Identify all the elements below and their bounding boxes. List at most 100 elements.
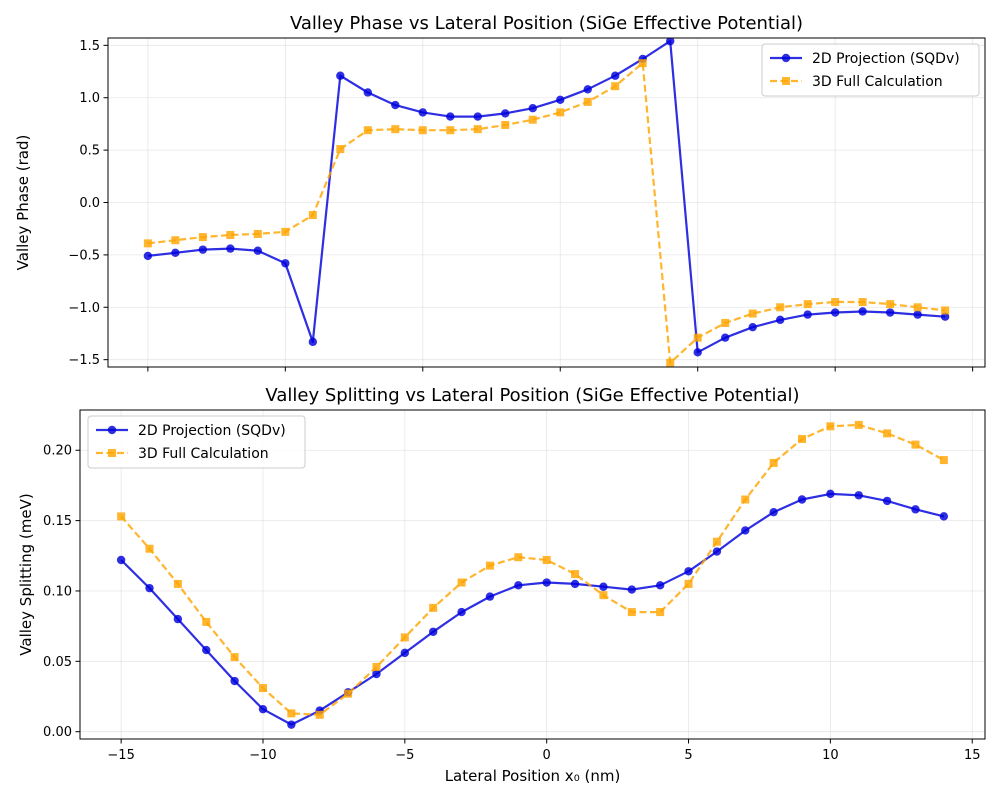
data-point-series-1	[693, 348, 702, 357]
data-point-series-1	[400, 648, 410, 658]
data-point-series-1	[939, 512, 949, 521]
data-point-series-1	[457, 607, 466, 617]
data-point-series-2	[400, 633, 409, 642]
data-point-series-2	[315, 710, 324, 719]
data-point-series-2	[145, 544, 154, 553]
legend-box	[87, 415, 306, 469]
data-point-series-2	[485, 561, 494, 570]
legend: 2D Projection (SQDv) 3D Full Calculation	[87, 415, 306, 469]
data-point-series-2	[473, 125, 482, 134]
x-tick-label: −5	[395, 748, 414, 763]
legend: 2D Projection (SQDv) 3D Full Calculation	[761, 43, 980, 97]
data-point-series-2	[693, 333, 702, 342]
legend-label: 2D Projection (SQDv)	[812, 51, 960, 67]
data-point-series-2	[939, 456, 948, 465]
y-axis-label: Valley Splitting (meV)	[17, 493, 35, 655]
data-point-series-1	[583, 85, 592, 94]
subplot-2: −15 −10 −5 0 5 10 15 0.00 0.05 0.10 0.15 0.20 Valley…	[17, 385, 986, 785]
data-point-series-1	[570, 579, 580, 589]
data-point-series-2	[501, 120, 510, 129]
data-point-series-1	[202, 645, 211, 655]
data-point-series-1	[854, 491, 863, 500]
data-point-series-2	[253, 229, 262, 238]
y-axis-label: Valley Phase (rad)	[14, 135, 32, 271]
legend-marker	[781, 53, 791, 63]
data-point-series-2	[854, 420, 863, 429]
data-point-series-1	[418, 108, 427, 117]
x-tick-label: 0	[543, 748, 551, 763]
data-point-series-2	[457, 578, 466, 587]
data-point-series-2	[429, 603, 438, 612]
y-tick-label: 0.15	[43, 514, 72, 529]
data-point-series-2	[514, 553, 523, 562]
data-point-series-2	[542, 556, 551, 565]
data-point-series-1	[655, 581, 665, 590]
data-point-series-2	[911, 440, 920, 449]
data-point-series-1	[885, 308, 895, 317]
data-point-series-1	[198, 245, 208, 254]
data-point-series-1	[556, 95, 565, 105]
plot-frame	[107, 37, 986, 368]
data-point-series-1	[258, 704, 268, 714]
data-point-series-1	[720, 333, 730, 342]
data-point-series-2	[656, 608, 665, 617]
data-point-series-2	[344, 689, 353, 698]
plot-frame	[79, 409, 986, 740]
plot-area	[116, 420, 949, 729]
data-point-series-1	[287, 720, 296, 729]
data-point-series-2	[684, 579, 693, 588]
legend-marker	[107, 425, 117, 435]
x-tick-label: 15	[964, 748, 981, 763]
data-point-series-2	[571, 570, 580, 579]
data-point-series-1	[116, 555, 126, 565]
legend-label: 2D Projection (SQDv)	[138, 423, 286, 439]
legend-marker	[108, 449, 116, 457]
y-tick-label: −1.5	[68, 353, 100, 368]
series-line-1	[147, 39, 946, 354]
y-tick-label: 0.0	[79, 196, 100, 211]
data-point-series-1	[372, 669, 381, 679]
data-point-series-1	[391, 100, 400, 110]
y-tick-label: −1.0	[68, 301, 100, 316]
data-point-series-1	[308, 337, 318, 347]
data-point-series-2	[372, 662, 381, 671]
data-point-series-1	[363, 88, 373, 97]
y-tick-label: 1.5	[79, 39, 100, 54]
data-point-series-1	[514, 581, 523, 590]
data-point-series-2	[336, 145, 345, 154]
x-axis-label: Lateral Position x₀ (nm)	[445, 767, 621, 785]
data-point-series-2	[198, 233, 207, 242]
data-point-series-1	[803, 310, 812, 319]
data-point-series-1	[826, 489, 835, 499]
data-point-series-1	[226, 244, 235, 253]
chart-title: Valley Splitting vs Lateral Position (Si…	[265, 385, 799, 406]
data-point-series-1	[940, 312, 950, 321]
data-point-series-1	[627, 585, 636, 594]
data-point-series-2	[117, 512, 126, 521]
data-point-series-2	[721, 318, 730, 327]
data-point-series-2	[941, 306, 950, 315]
data-point-series-2	[826, 422, 835, 431]
data-point-series-2	[769, 458, 778, 467]
y-tick-label: −0.5	[68, 248, 100, 263]
data-point-series-1	[611, 71, 620, 80]
y-tick-label: 0.00	[43, 725, 72, 740]
data-point-series-1	[797, 495, 807, 504]
data-point-series-1	[712, 547, 722, 556]
plot-area	[143, 38, 950, 367]
legend-label: 3D Full Calculation	[812, 74, 943, 90]
x-tick-label: 10	[822, 748, 839, 763]
data-point-series-1	[253, 246, 263, 255]
data-point-series-1	[748, 322, 757, 332]
data-point-series-1	[775, 315, 785, 325]
legend-marker	[782, 77, 790, 85]
data-point-series-1	[473, 112, 482, 121]
data-point-series-1	[599, 582, 608, 591]
data-point-series-2	[712, 537, 721, 546]
data-point-series-1	[281, 259, 290, 268]
data-point-series-2	[611, 82, 620, 91]
data-point-series-1	[429, 627, 438, 636]
data-point-series-2	[143, 239, 152, 248]
series-line-1	[120, 492, 945, 726]
